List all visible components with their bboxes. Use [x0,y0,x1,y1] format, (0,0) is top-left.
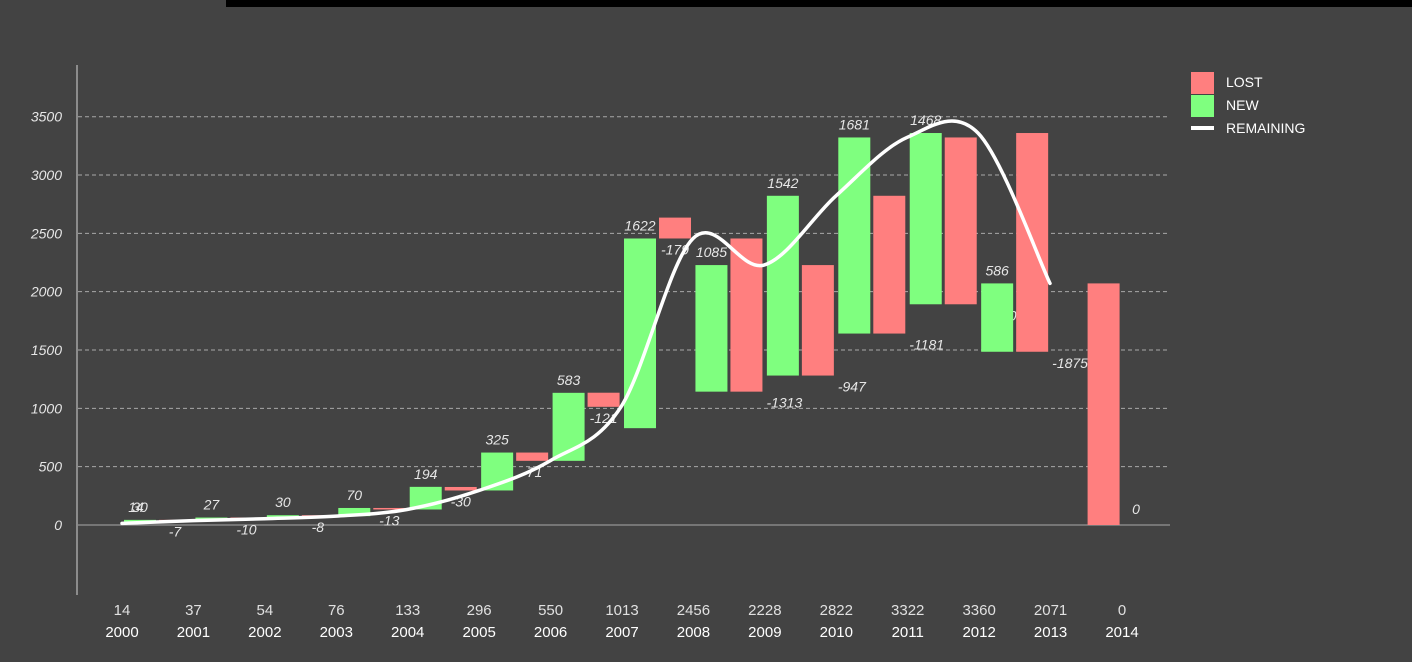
legend-lost-swatch [1191,72,1214,94]
legend-remaining-label: REMAINING [1226,120,1305,136]
x-total-label: 1013 [605,602,638,619]
x-total-label: 3322 [891,602,924,619]
new-bar-label: 325 [485,432,509,448]
lost-bar-label: -7 [169,524,183,540]
y-tick-label: 1000 [31,400,62,416]
new-bar-label: 1085 [696,244,727,260]
y-tick-label: 3500 [31,109,62,125]
new-bar-label: 1681 [839,116,870,132]
x-total-label: 76 [328,602,345,619]
lost-bar [445,487,477,490]
lost-bar-label: -947 [838,379,867,395]
x-total-label: 550 [538,602,563,619]
y-tick-label: 1500 [31,342,62,358]
new-bar-label: 586 [985,262,1009,278]
legend-remaining-swatch [1191,126,1214,130]
new-bar-label: 583 [557,372,581,388]
lost-bar-label: -1313 [766,395,802,411]
x-year-label: 2000 [105,624,138,641]
x-total-label: 0 [1118,602,1126,619]
new-bar [695,265,727,392]
x-total-label: 2071 [1034,602,1067,619]
x-total-label: 3360 [962,602,995,619]
y-tick-label: 500 [39,459,63,475]
x-year-label: 2011 [892,624,924,641]
legend-lost-label: LOST [1226,74,1263,90]
x-year-label: 2004 [391,624,424,641]
y-tick-label: 0 [54,517,62,533]
lost-bar-label: -1181 [909,337,944,353]
lost-bar [516,453,548,461]
x-year-label: 2010 [820,624,853,641]
lost-bar [802,265,834,375]
new-bar [767,196,799,376]
x-year-label: 2013 [1034,624,1067,641]
lost-bar-label: -10 [236,522,256,538]
x-total-label: 2456 [677,602,710,619]
new-bar-label: 27 [203,497,221,513]
x-total-label: 133 [395,602,420,619]
lost-bar [945,137,977,304]
x-year-label: 2005 [462,624,495,641]
new-bar-label: 194 [414,466,438,482]
lost-bar-label: -1875 [1052,355,1088,371]
lost-bar-label: -13 [379,512,399,528]
x-total-label: 37 [185,602,202,619]
legend-new-swatch [1191,95,1214,117]
x-year-label: 2003 [320,624,353,641]
x-year-label: 2001 [177,624,210,641]
lost-bar [873,196,905,334]
y-tick-label: 3000 [31,167,62,183]
x-year-label: 2014 [1105,624,1138,641]
new-bar-label: 30 [275,494,291,510]
x-total-label: 54 [257,602,274,619]
new-bar [910,133,942,304]
x-total-label: 296 [467,602,492,619]
x-total-label: 14 [114,602,131,619]
y-tick-label: 2500 [30,225,62,241]
x-year-label: 2002 [248,624,281,641]
x-total-label: 2228 [748,602,781,619]
y-tick-label: 2000 [30,284,62,300]
new-bar-label: 1622 [624,217,655,233]
x-year-label: 2008 [677,624,710,641]
x-year-label: 2007 [605,624,638,641]
end-label: 0 [1132,501,1140,517]
x-year-label: 2009 [748,624,781,641]
lost-bar [659,218,691,239]
lost-bar [588,393,620,407]
legend-new-label: NEW [1226,97,1259,113]
x-year-label: 2006 [534,624,567,641]
new-bar [981,283,1013,351]
lost-bar-label: -8 [312,519,325,535]
new-bar-label: 1542 [767,175,798,191]
x-total-label: 2822 [820,602,853,619]
start-label: 14 [128,499,144,515]
new-bar-label: 70 [347,487,363,503]
x-year-label: 2012 [962,624,995,641]
lost-bar [1088,283,1120,525]
